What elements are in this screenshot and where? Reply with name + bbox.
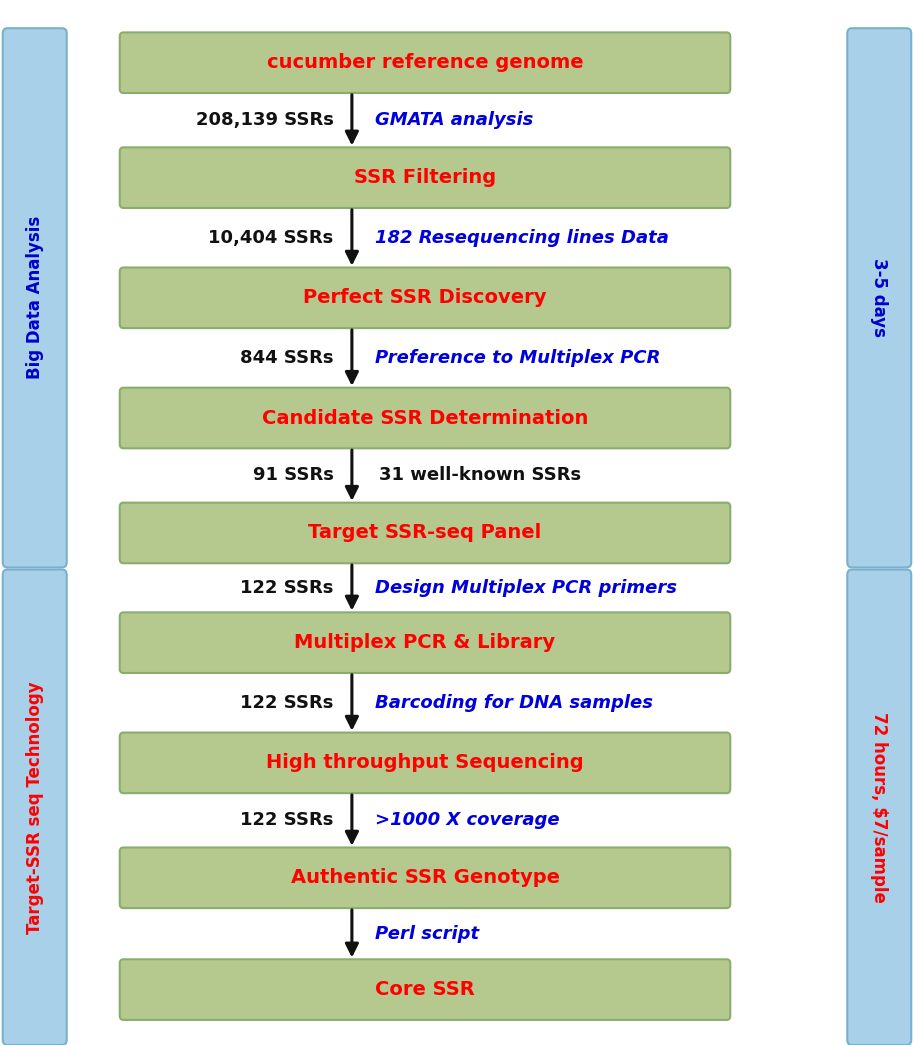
Text: Target-SSR seq Technology: Target-SSR seq Technology [26,681,44,933]
Text: High throughput Sequencing: High throughput Sequencing [266,753,584,772]
FancyBboxPatch shape [120,268,730,328]
FancyBboxPatch shape [847,28,911,567]
FancyBboxPatch shape [120,388,730,448]
Text: Design Multiplex PCR primers: Design Multiplex PCR primers [375,579,676,597]
Text: cucumber reference genome: cucumber reference genome [267,53,583,72]
Text: 122 SSRs: 122 SSRs [240,694,334,712]
Text: Preference to Multiplex PCR: Preference to Multiplex PCR [375,349,660,367]
FancyBboxPatch shape [120,612,730,673]
Text: Multiplex PCR & Library: Multiplex PCR & Library [294,633,556,652]
FancyBboxPatch shape [120,733,730,793]
Text: SSR Filtering: SSR Filtering [354,168,496,187]
Text: 3-5 days: 3-5 days [870,258,888,338]
Text: Perfect SSR Discovery: Perfect SSR Discovery [303,288,547,307]
FancyBboxPatch shape [120,847,730,908]
Text: Barcoding for DNA samples: Barcoding for DNA samples [375,694,653,712]
FancyBboxPatch shape [120,147,730,208]
Text: Candidate SSR Determination: Candidate SSR Determination [261,409,589,427]
Text: 10,404 SSRs: 10,404 SSRs [208,229,334,247]
Text: 91 SSRs: 91 SSRs [253,466,334,485]
Text: Perl script: Perl script [375,925,479,943]
FancyBboxPatch shape [3,28,67,567]
Text: Big Data Analysis: Big Data Analysis [26,216,44,379]
Text: 31 well-known SSRs: 31 well-known SSRs [379,466,581,485]
Text: Target SSR-seq Panel: Target SSR-seq Panel [308,524,542,542]
Text: 122 SSRs: 122 SSRs [240,811,334,830]
Text: Core SSR: Core SSR [375,980,475,999]
Text: 844 SSRs: 844 SSRs [240,349,334,367]
Text: 208,139 SSRs: 208,139 SSRs [196,111,334,130]
Text: Authentic SSR Genotype: Authentic SSR Genotype [291,868,559,887]
Text: GMATA analysis: GMATA analysis [375,111,533,130]
FancyBboxPatch shape [120,959,730,1020]
Text: 122 SSRs: 122 SSRs [240,579,334,597]
Text: 182 Resequencing lines Data: 182 Resequencing lines Data [375,229,669,247]
FancyBboxPatch shape [120,503,730,563]
FancyBboxPatch shape [847,570,911,1045]
Text: 72 hours, $7/sample: 72 hours, $7/sample [870,712,888,903]
FancyBboxPatch shape [120,32,730,93]
Text: >1000 X coverage: >1000 X coverage [375,811,559,830]
FancyBboxPatch shape [3,570,67,1045]
